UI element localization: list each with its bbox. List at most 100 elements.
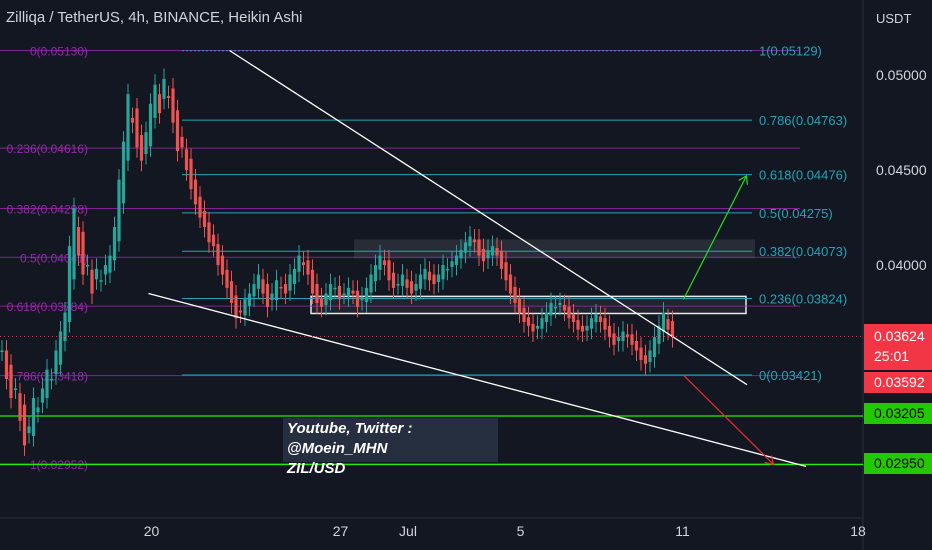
candle-down: [409, 281, 414, 294]
candle-up: [94, 268, 99, 280]
candle-up: [288, 274, 292, 291]
last-price-tag: 0.03624 25:01: [864, 324, 932, 370]
candle-up: [661, 312, 666, 332]
candle-up: [153, 84, 157, 118]
candle-up: [247, 293, 252, 306]
candle-down: [9, 364, 13, 398]
candle-up: [414, 284, 418, 291]
candle-down: [310, 269, 315, 294]
last-price-value: 0.03624: [874, 328, 925, 344]
candle-up: [256, 274, 261, 289]
candle-up: [468, 236, 472, 247]
candle-down: [238, 310, 243, 313]
candle-up: [36, 407, 40, 413]
candle-down: [382, 260, 387, 266]
candle-up: [243, 299, 247, 316]
candle-up: [553, 306, 558, 309]
candle-up: [364, 287, 369, 303]
candle-down: [571, 314, 576, 323]
time-axis-tick: 27: [333, 523, 349, 539]
candle-down: [225, 269, 229, 288]
fib-left-level-label: 0.618(0.03784): [7, 300, 88, 314]
wedge-upper-trendline: [229, 49, 748, 386]
candle-up: [328, 284, 333, 301]
candle-down: [603, 318, 607, 330]
candle-up: [162, 78, 166, 99]
symbol-title[interactable]: Zilliqa / TetherUS, 4h, BINANCE, Heikin …: [6, 9, 303, 26]
candle-up: [40, 388, 45, 403]
candle-up: [445, 268, 450, 271]
candle-up: [27, 426, 31, 434]
candle-down: [81, 231, 85, 275]
candle-down: [22, 404, 27, 446]
candle-down: [216, 244, 220, 266]
candle-up: [463, 242, 468, 253]
candle-down: [193, 179, 198, 205]
candle-down: [337, 285, 342, 300]
candle-up: [657, 325, 661, 344]
candle-down: [670, 321, 675, 338]
candle-down: [306, 260, 310, 275]
time-axis-tick: 5: [517, 523, 525, 539]
candle-down: [666, 319, 670, 330]
fib-left-level-label: 0.236(0.04616): [7, 142, 88, 156]
candle-down: [526, 317, 531, 326]
candle-up: [103, 265, 108, 275]
candle-up: [549, 303, 553, 316]
candle-down: [576, 320, 580, 330]
candle-down: [432, 274, 436, 285]
candle-up: [112, 227, 117, 261]
fib-right-level-label: 0.382(0.04073): [759, 244, 847, 259]
fib-left-level-label: 0(0.05130): [30, 45, 88, 59]
candle-down: [202, 210, 207, 228]
candle-down: [630, 334, 634, 345]
candle-up: [490, 246, 495, 256]
currency-label: USDT: [876, 11, 912, 26]
candle-down: [184, 149, 189, 171]
candle-up: [459, 249, 463, 259]
candle-up: [108, 255, 112, 273]
candle-up: [378, 255, 382, 270]
fib-right-level-label: 0.236(0.03824): [759, 291, 847, 306]
candle-down: [261, 279, 265, 294]
candle-down: [18, 393, 22, 421]
watermark-line-1: Youtube, Twitter : @Moein_MHN: [287, 420, 413, 457]
candle-up: [270, 293, 274, 301]
candle-down: [279, 286, 283, 289]
candle-down: [495, 247, 499, 256]
candle-down: [211, 234, 216, 247]
candle-up: [144, 132, 148, 154]
candle-up: [652, 337, 657, 358]
candle-up: [621, 331, 625, 342]
candle-up: [423, 268, 427, 280]
candle-down: [531, 323, 535, 332]
candle-down: [234, 295, 238, 319]
candle-up: [594, 314, 598, 323]
candle-down: [351, 290, 355, 294]
candle-down: [580, 325, 585, 332]
candle-down: [391, 272, 396, 288]
candle-down: [427, 271, 432, 281]
candle-down: [639, 347, 643, 360]
candle-up: [333, 287, 337, 290]
candle-up: [63, 312, 67, 342]
time-axis-tick: 11: [675, 523, 690, 539]
price-axis-tick: 0.04500: [876, 162, 927, 178]
candle-up: [454, 255, 459, 266]
wedge-lower-trendline: [148, 292, 807, 467]
candle-down: [405, 279, 409, 288]
candle-down: [135, 108, 139, 148]
candle-down: [481, 248, 486, 262]
candle-down: [477, 239, 481, 256]
fib-right-level-label: 0.786(0.04763): [759, 113, 847, 128]
fib-right-level-label: 0(0.03421): [759, 368, 822, 383]
candle-up: [58, 331, 63, 365]
candle-down: [625, 334, 630, 338]
candle-down: [265, 284, 270, 307]
candle-up: [126, 94, 130, 161]
candle-up: [436, 274, 441, 283]
candle-up: [54, 350, 58, 375]
candle-up: [117, 179, 121, 242]
candle-up: [49, 378, 54, 381]
candle-down: [198, 196, 202, 218]
